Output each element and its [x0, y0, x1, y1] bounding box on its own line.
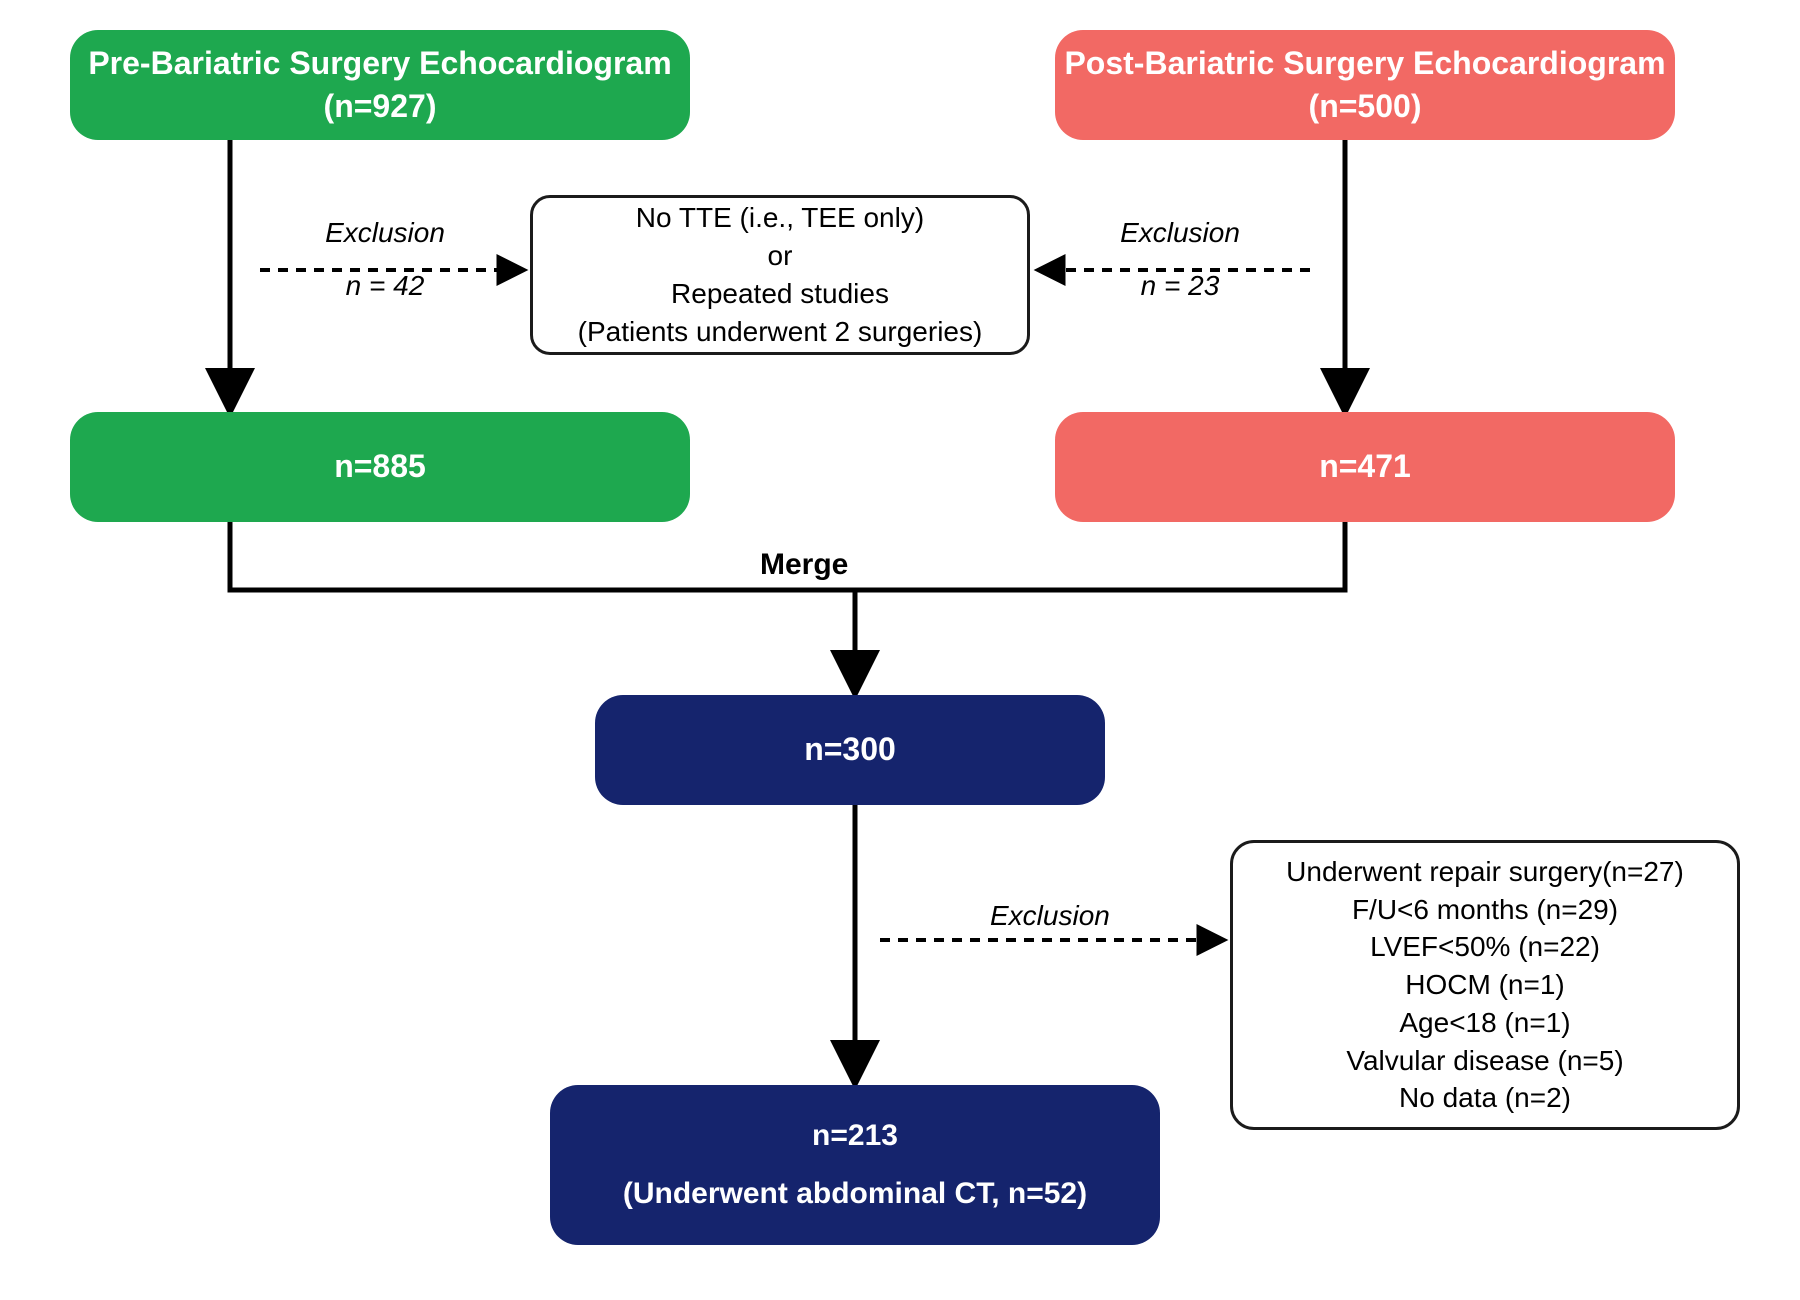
pre-top-box: Pre-Bariatric Surgery Echocardiogram (n=…	[70, 30, 690, 140]
excl1-right-l1: Exclusion	[1095, 215, 1265, 250]
excl1-right-label: Exclusion n = 23	[1095, 215, 1265, 303]
excl2-line: Underwent repair surgery(n=27)	[1286, 853, 1684, 891]
excl2-line: Valvular disease (n=5)	[1346, 1042, 1623, 1080]
excl2-label: Exclusion	[990, 898, 1110, 933]
post-after-box: n=471	[1055, 412, 1675, 522]
merge-label: Merge	[760, 548, 848, 582]
exclusion1-box: No TTE (i.e., TEE only) or Repeated stud…	[530, 195, 1030, 355]
excl1-left-label: Exclusion n = 42	[300, 215, 470, 303]
excl2-line: HOCM (n=1)	[1405, 966, 1564, 1004]
post-top-box: Post-Bariatric Surgery Echocardiogram (n…	[1055, 30, 1675, 140]
merged-text: n=300	[804, 728, 896, 771]
excl1-right-l2: n = 23	[1095, 268, 1265, 303]
merged-box: n=300	[595, 695, 1105, 805]
excl1-line1: No TTE (i.e., TEE only)	[636, 199, 924, 237]
pre-top-line1: Pre-Bariatric Surgery Echocardiogram	[88, 42, 671, 85]
post-after-text: n=471	[1319, 445, 1411, 488]
final-l2: (Underwent abdominal CT, n=52)	[623, 1174, 1087, 1215]
post-top-line2: (n=500)	[1309, 85, 1422, 128]
excl2-line: F/U<6 months (n=29)	[1352, 891, 1618, 929]
excl1-line4: (Patients underwent 2 surgeries)	[578, 313, 983, 351]
excl2-line: No data (n=2)	[1399, 1079, 1571, 1117]
pre-top-line2: (n=927)	[324, 85, 437, 128]
post-top-line1: Post-Bariatric Surgery Echocardiogram	[1064, 42, 1665, 85]
excl1-left-l2: n = 42	[300, 268, 470, 303]
pre-after-box: n=885	[70, 412, 690, 522]
pre-after-text: n=885	[334, 445, 426, 488]
exclusion2-box: Underwent repair surgery(n=27)F/U<6 mont…	[1230, 840, 1740, 1130]
excl1-line2: or	[768, 237, 793, 275]
excl2-line: LVEF<50% (n=22)	[1370, 928, 1600, 966]
excl1-line3: Repeated studies	[671, 275, 889, 313]
excl1-left-l1: Exclusion	[300, 215, 470, 250]
final-l1: n=213	[812, 1116, 898, 1157]
excl2-line: Age<18 (n=1)	[1399, 1004, 1570, 1042]
final-box: n=213 (Underwent abdominal CT, n=52)	[550, 1085, 1160, 1245]
